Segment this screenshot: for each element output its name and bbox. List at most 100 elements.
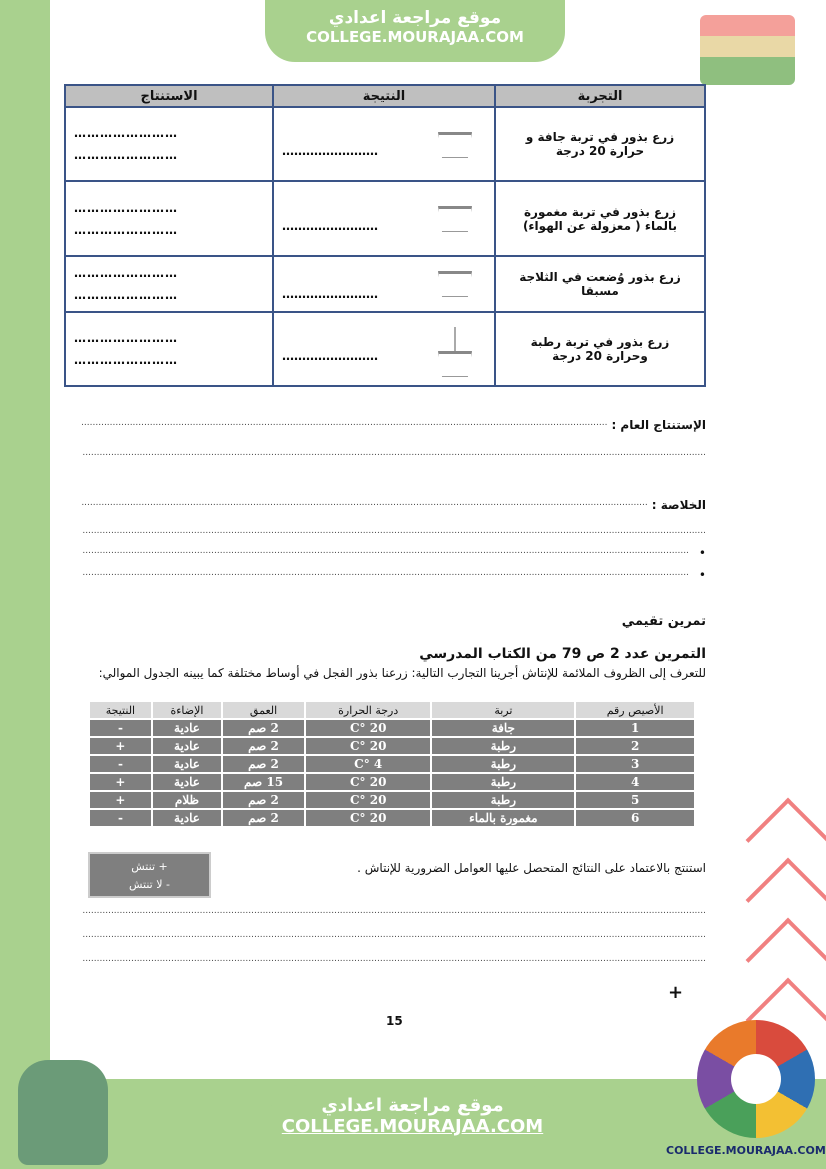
footer-site-en[interactable]: COLLEGE.MOURAJAA.COM <box>281 1116 544 1137</box>
pots-cell: 20 °C <box>305 810 431 826</box>
frame-left <box>0 0 50 1169</box>
pots-cell: 20 °C <box>305 738 431 754</box>
pots-cell: 2 صم <box>223 738 304 754</box>
footer-banner: موقع مراجعة اعدادي COLLEGE.MOURAJAA.COM <box>270 1085 555 1169</box>
footer-logo-text: COLLEGE.MOURAJAA.COM <box>666 1144 826 1157</box>
pots-cell: - <box>90 810 151 826</box>
exercise-subtitle: التمرين عدد 2 ص 79 من الكتاب المدرسي <box>419 646 706 662</box>
pots-cell: 2 صم <box>223 792 304 808</box>
table-row: زرع بذور في تربة مغمورة بالماء ( معزولة … <box>64 180 706 257</box>
pots-cell: 2 صم <box>223 810 304 826</box>
legend-box: + تنتش - لا تنتش <box>88 852 211 898</box>
books-icon <box>700 15 795 85</box>
pots-cell: عادية <box>152 810 222 826</box>
empty-pot-icon <box>438 206 472 232</box>
bullet-icon: • <box>698 568 706 582</box>
experiment-cell: زرع بذور في تربة رطبة وحرارة 20 درجة <box>494 311 706 387</box>
conclusion-blank[interactable]: ………………………………………… <box>64 106 274 182</box>
result-blank[interactable]: …………………… <box>282 287 378 301</box>
pots-header: العمق <box>223 702 304 718</box>
pots-cell: 2 صم <box>223 720 304 736</box>
exercise-title: تمرين تقيمي <box>621 614 706 629</box>
pots-cell: رطبة <box>432 738 575 754</box>
pots-cell: 20 °C <box>305 792 431 808</box>
answer-line[interactable]: ........................................… <box>82 930 706 940</box>
site-name-en[interactable]: COLLEGE.MOURAJAA.COM <box>306 28 524 46</box>
pots-cell: عادية <box>152 756 222 772</box>
pots-cell: 4 °C <box>305 756 431 772</box>
table-row: زرع بذور وُضعت في الثلاجة مسبقا ……………………… <box>64 255 706 313</box>
pots-cell: رطبة <box>432 756 575 772</box>
seedling-icon <box>454 327 456 351</box>
pots-table: الأصيص رقم تربة درجة الحرارة العمق الإضاءة ال… <box>88 700 696 828</box>
conclusion-blank[interactable]: ………………………………………… <box>64 180 274 257</box>
backpack-icon <box>18 1060 108 1165</box>
result-blank[interactable]: …………………… <box>282 218 378 233</box>
pots-header: النتيجة <box>90 702 151 718</box>
answer-line[interactable]: ........................................… <box>82 448 706 458</box>
table-row: 6 مغمورة بالماء 20 °C 2 صم عادية - <box>90 810 694 826</box>
header-conclusion: الاستنتاج <box>64 84 274 108</box>
answer-line[interactable]: ........................................… <box>82 906 706 916</box>
general-conclusion: الإستنتاج العام :.......................… <box>82 418 706 458</box>
experiments-table: التجربة النتيجة الاستنتاج زرع بذور في تر… <box>64 84 706 387</box>
exercise-intro: للتعرف إلى الظروف الملائمة للإنتاش أجرين… <box>98 666 706 680</box>
pots-cell: 6 <box>576 810 694 826</box>
answer-line[interactable]: ........................................… <box>82 526 706 536</box>
pots-cell: - <box>90 720 151 736</box>
footer-site-ar: موقع مراجعة اعدادي <box>321 1095 504 1116</box>
school-subjects-wheel-icon <box>697 1020 815 1138</box>
experiment-cell: زرع بذور وُضعت في الثلاجة مسبقا <box>494 255 706 313</box>
pots-cell: 1 <box>576 720 694 736</box>
pots-cell: 20 °C <box>305 720 431 736</box>
conclusion-blank[interactable]: ………………………………………… <box>64 255 274 313</box>
pots-cell: + <box>90 738 151 754</box>
summary: الخلاصة :...............................… <box>82 498 706 582</box>
page-number: 15 <box>386 1014 403 1028</box>
legend-germinates: + تنتش <box>131 860 168 873</box>
table-row: زرع بذور في تربة جافة و حرارة 20 درجة ……… <box>64 106 706 182</box>
answer-line[interactable]: ........................................… <box>82 418 608 428</box>
pots-cell: - <box>90 756 151 772</box>
pots-cell: 2 صم <box>223 756 304 772</box>
header-banner: موقع مراجعة اعدادي COLLEGE.MOURAJAA.COM <box>265 0 565 62</box>
pots-header: تربة <box>432 702 575 718</box>
general-conclusion-label: الإستنتاج العام : <box>611 418 706 432</box>
pots-cell: 15 صم <box>223 774 304 790</box>
result-blank[interactable]: …………………… <box>282 349 378 363</box>
pots-cell: + <box>90 792 151 808</box>
conclusion-blank[interactable]: ………………………………………… <box>64 311 274 387</box>
seedling-pot-icon <box>438 351 472 377</box>
table-row: زرع بذور في تربة رطبة وحرارة 20 درجة ………… <box>64 311 706 387</box>
pots-header: الإضاءة <box>152 702 222 718</box>
answer-line[interactable]: ........................................… <box>82 498 648 508</box>
summary-label: الخلاصة : <box>651 498 706 512</box>
site-name-ar: موقع مراجعة اعدادي <box>328 8 502 28</box>
answer-lines: ........................................… <box>82 906 706 964</box>
question-text: استنتج بالاعتماد على النتائج المتحصل علي… <box>357 861 706 875</box>
experiment-cell: زرع بذور في تربة جافة و حرارة 20 درجة <box>494 106 706 182</box>
pots-header: الأصيص رقم <box>576 702 694 718</box>
answer-line[interactable]: ........................................… <box>82 954 706 964</box>
result-blank[interactable]: …………………… <box>282 144 378 158</box>
pots-cell: 20 °C <box>305 774 431 790</box>
pots-cell: عادية <box>152 720 222 736</box>
experiment-cell: زرع بذور في تربة مغمورة بالماء ( معزولة … <box>494 180 706 257</box>
pots-cell: جافة <box>432 720 575 736</box>
plus-mark: + <box>668 982 684 1003</box>
table-row: 5 رطبة 20 °C 2 صم ظلام + <box>90 792 694 808</box>
pots-cell: رطبة <box>432 792 575 808</box>
answer-line[interactable]: ........................................… <box>82 568 689 578</box>
pots-cell: 3 <box>576 756 694 772</box>
pots-cell: 2 <box>576 738 694 754</box>
pots-cell: مغمورة بالماء <box>432 810 575 826</box>
pots-cell: + <box>90 774 151 790</box>
pots-cell: 5 <box>576 792 694 808</box>
pots-cell: عادية <box>152 774 222 790</box>
pots-cell: عادية <box>152 738 222 754</box>
table-row: 4 رطبة 20 °C 15 صم عادية + <box>90 774 694 790</box>
header-experiment: التجربة <box>494 84 706 108</box>
header-result: النتيجة <box>272 84 496 108</box>
pots-cell: رطبة <box>432 774 575 790</box>
answer-line[interactable]: ........................................… <box>82 546 689 556</box>
